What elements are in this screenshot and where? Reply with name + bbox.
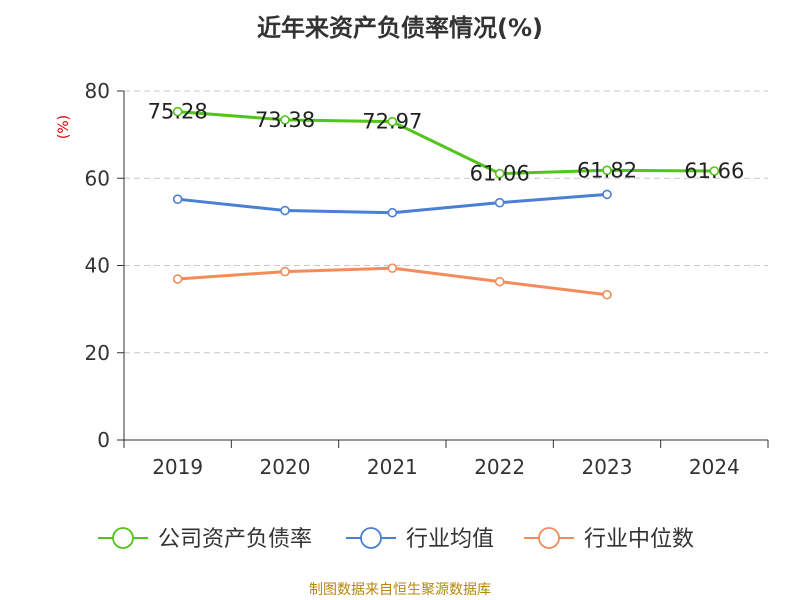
data-point [387,116,398,127]
data-point [494,276,505,287]
y-tick-label: 40 [85,254,110,278]
data-point [280,205,290,216]
y-tick-label: 20 [85,341,110,365]
legend-label: 行业中位数 [584,527,694,552]
data-point [172,106,183,117]
legend-label: 公司资产负债率 [158,527,312,552]
x-tick-label: 2023 [582,455,633,479]
data-point [172,194,183,204]
data-point [280,266,290,277]
legend-marker [112,527,134,549]
source-note: 制图数据来自恒生聚源数据库 [309,582,491,598]
x-tick-label: 2019 [152,455,203,479]
data-point [494,168,505,179]
series-line [177,110,715,176]
legend-marker [360,527,382,549]
legend-marker [538,527,560,549]
data-point [387,263,398,273]
data-label: 61.82 [577,158,637,182]
chart-title: 近年来资产负债率情况(%) [257,14,543,42]
data-point [172,274,183,284]
data-point [387,207,398,218]
data-label: 61.06 [470,162,530,186]
x-tick-label: 2022 [474,455,525,479]
data-label: 72.97 [362,110,422,134]
data-label: 75.28 [148,100,208,124]
x-tick-label: 2020 [260,455,311,479]
data-label: 73.38 [255,108,315,132]
data-point [602,289,612,300]
data-point [280,115,290,125]
y-tick-label: 0 [97,428,110,452]
data-point [602,165,612,176]
y-axis-label: (%) [56,115,72,139]
y-tick-label: 80 [85,79,110,103]
data-label: 61.66 [684,159,744,183]
x-tick-label: 2024 [689,455,740,479]
legend-label: 行业均值 [406,527,494,552]
data-point [494,197,505,208]
x-tick-label: 2021 [367,455,418,479]
data-point [602,189,612,200]
data-point [709,166,720,176]
y-tick-label: 60 [85,166,110,190]
